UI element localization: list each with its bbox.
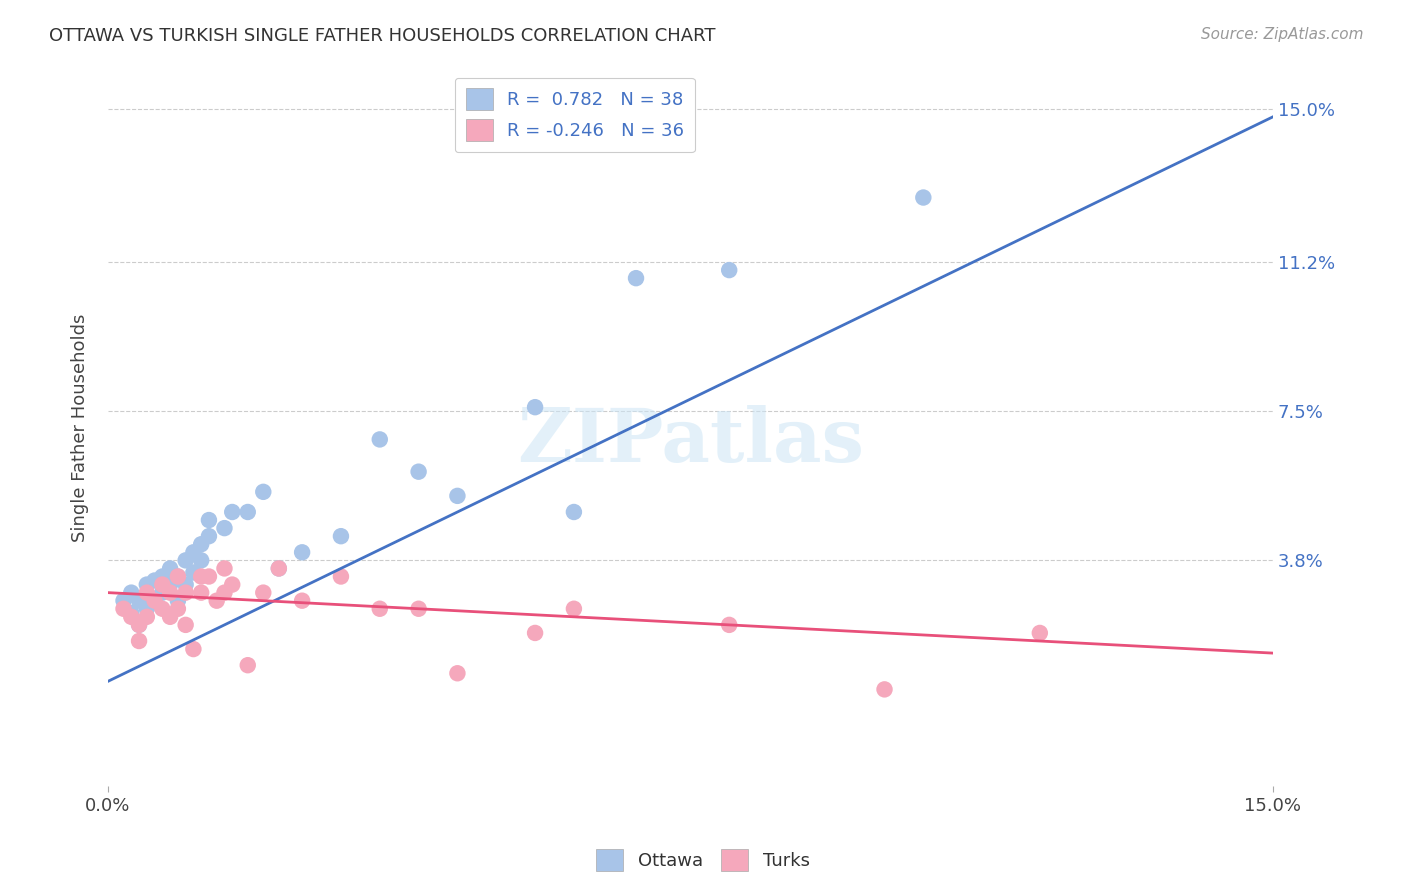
Point [446, 489, 468, 503]
Point [291, 593, 314, 607]
Legend: Ottawa, Turks: Ottawa, Turks [589, 842, 817, 879]
Point [135, 601, 157, 615]
Text: ZIPatlas: ZIPatlas [517, 405, 863, 478]
Point [167, 569, 190, 583]
Point [120, 606, 142, 620]
Point [135, 609, 157, 624]
Point [128, 634, 150, 648]
Point [150, 585, 173, 599]
Point [873, 682, 896, 697]
Legend: R =  0.782   N = 38, R = -0.246   N = 36: R = 0.782 N = 38, R = -0.246 N = 36 [454, 78, 695, 153]
Point [718, 263, 741, 277]
Point [112, 593, 135, 607]
Point [252, 484, 274, 499]
Point [368, 601, 391, 615]
Point [205, 593, 228, 607]
Point [214, 561, 236, 575]
Point [329, 529, 352, 543]
Point [221, 505, 243, 519]
Point [912, 190, 935, 204]
Point [718, 618, 741, 632]
Point [524, 626, 547, 640]
Point [446, 666, 468, 681]
Point [143, 593, 166, 607]
Point [214, 521, 236, 535]
Point [214, 585, 236, 599]
Point [183, 642, 205, 657]
Y-axis label: Single Father Households: Single Father Households [72, 313, 89, 541]
Point [150, 569, 173, 583]
Point [128, 618, 150, 632]
Point [252, 585, 274, 599]
Point [150, 601, 173, 615]
Point [174, 553, 197, 567]
Text: OTTAWA VS TURKISH SINGLE FATHER HOUSEHOLDS CORRELATION CHART: OTTAWA VS TURKISH SINGLE FATHER HOUSEHOL… [49, 27, 716, 45]
Text: Source: ZipAtlas.com: Source: ZipAtlas.com [1201, 27, 1364, 42]
Point [198, 513, 221, 527]
Point [120, 585, 142, 599]
Point [174, 618, 197, 632]
Point [183, 566, 205, 580]
Point [329, 569, 352, 583]
Point [408, 601, 430, 615]
Point [159, 609, 181, 624]
Point [167, 569, 190, 583]
Point [167, 593, 190, 607]
Point [183, 545, 205, 559]
Point [408, 465, 430, 479]
Point [159, 561, 181, 575]
Point [236, 658, 259, 673]
Point [174, 585, 197, 599]
Point [120, 609, 142, 624]
Point [159, 577, 181, 591]
Point [267, 561, 290, 575]
Point [128, 593, 150, 607]
Point [135, 577, 157, 591]
Point [624, 271, 647, 285]
Point [198, 569, 221, 583]
Point [190, 553, 212, 567]
Point [1029, 626, 1052, 640]
Point [143, 593, 166, 607]
Point [143, 574, 166, 588]
Point [174, 577, 197, 591]
Point [190, 569, 212, 583]
Point [198, 529, 221, 543]
Point [221, 577, 243, 591]
Point [135, 585, 157, 599]
Point [562, 505, 585, 519]
Point [190, 585, 212, 599]
Point [128, 618, 150, 632]
Point [291, 545, 314, 559]
Point [562, 601, 585, 615]
Point [267, 561, 290, 575]
Point [150, 577, 173, 591]
Point [368, 433, 391, 447]
Point [112, 601, 135, 615]
Point [167, 601, 190, 615]
Point [524, 400, 547, 414]
Point [236, 505, 259, 519]
Point [159, 585, 181, 599]
Point [190, 537, 212, 551]
